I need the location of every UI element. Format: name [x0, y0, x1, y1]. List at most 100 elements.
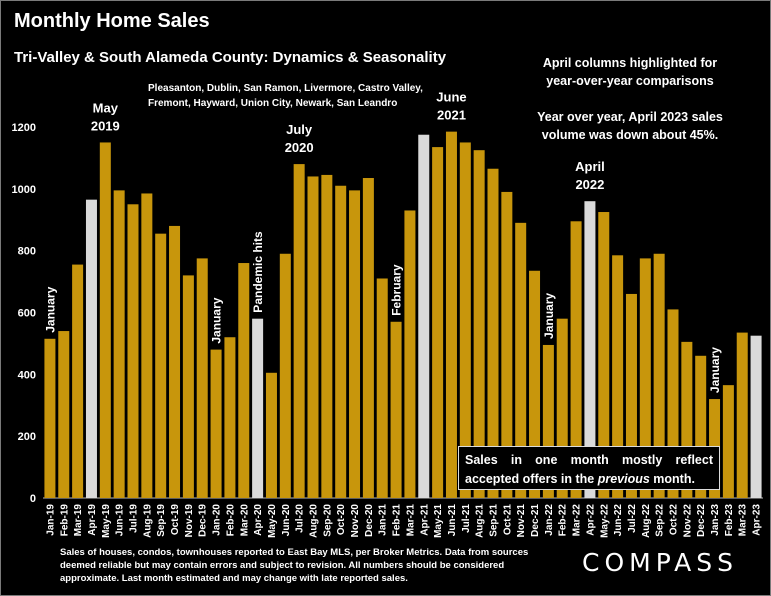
x-tick-label: Jun-19 — [115, 504, 126, 537]
bar — [210, 349, 222, 498]
x-tick-label: Jul-20 — [295, 504, 306, 533]
bar-annotation-vertical: February — [390, 264, 404, 316]
x-tick-label: May-19 — [101, 504, 112, 538]
x-tick-label: Apr-21 — [419, 504, 430, 536]
x-tick-label: Nov-20 — [350, 504, 361, 538]
bar — [639, 258, 651, 498]
bar-highlighted — [418, 134, 430, 498]
bar — [376, 278, 388, 498]
bar-annotation-label: May — [93, 100, 119, 115]
offers-note-text-em: previous — [597, 472, 650, 486]
x-tick-label: Nov-21 — [516, 504, 527, 538]
x-tick-label: May-22 — [599, 504, 610, 538]
chart-title: Monthly Home Sales — [14, 10, 210, 32]
yoy-note: Year over year, April 2023 sales volume … — [520, 108, 740, 144]
compass-logo: COMPASS — [582, 548, 739, 577]
bar — [473, 150, 485, 498]
bar-annotation-label: June — [436, 90, 466, 105]
y-tick-label: 200 — [18, 431, 36, 443]
x-tick-label: Feb-19 — [59, 504, 70, 537]
bar — [432, 147, 444, 499]
bar-highlighted — [252, 318, 264, 498]
y-tick-label: 600 — [18, 308, 36, 320]
x-tick-label: Sep-20 — [322, 504, 333, 537]
bar-highlighted — [85, 199, 97, 498]
bar — [612, 255, 624, 498]
x-tick-label: Apr-20 — [253, 504, 264, 536]
yoy-note-line-1: Year over year, April 2023 sales — [537, 110, 723, 124]
x-tick-label: Sep-22 — [655, 504, 666, 537]
bar-annotation-label: 2019 — [91, 118, 120, 133]
bar — [307, 176, 319, 498]
bar-annotation-label: 2020 — [285, 140, 314, 155]
bar — [515, 222, 527, 498]
y-tick-label: 1000 — [12, 184, 36, 196]
bar — [625, 293, 637, 498]
x-tick-label: Feb-21 — [392, 504, 403, 537]
x-tick-label: May-20 — [267, 504, 278, 538]
bar — [570, 221, 582, 498]
bar — [279, 253, 291, 498]
bar — [293, 164, 305, 498]
cities-line-1: Pleasanton, Dublin, San Ramon, Livermore… — [148, 83, 423, 94]
bar — [265, 372, 277, 498]
cities-line-2: Fremont, Hayward, Union City, Newark, Sa… — [148, 98, 398, 109]
bar — [390, 321, 402, 498]
y-tick-label: 800 — [18, 246, 36, 258]
bar — [501, 191, 513, 499]
bar — [362, 178, 374, 498]
bar-annotation-vertical: January — [542, 293, 556, 339]
bar — [542, 344, 554, 498]
x-tick-label: Oct-20 — [336, 504, 347, 536]
x-tick-label: Jul-21 — [461, 504, 472, 533]
bar-annotation-label: 2022 — [575, 177, 604, 192]
bar — [695, 355, 707, 498]
x-tick-label: Aug-21 — [475, 504, 486, 538]
bar — [196, 258, 208, 498]
chart-subtitle: Tri-Valley & South Alameda County: Dynam… — [14, 49, 447, 66]
bar — [44, 338, 56, 498]
x-tick-label: Aug-22 — [641, 504, 652, 538]
x-tick-label: Mar-20 — [239, 504, 250, 537]
x-tick-label: Feb-22 — [558, 504, 569, 537]
x-tick-label: Nov-22 — [682, 504, 693, 538]
highlight-note-line-1: April columns highlighted for — [542, 56, 718, 70]
bar — [529, 270, 541, 498]
x-tick-label: Dec-19 — [198, 504, 209, 537]
bar — [487, 168, 499, 499]
bar — [598, 212, 610, 499]
bar-annotation-vertical: Pandemic hits — [251, 231, 265, 313]
x-tick-label: Jan-21 — [378, 504, 389, 536]
x-tick-label: Aug-19 — [142, 504, 153, 538]
cities-list: Pleasanton, Dublin, San Ramon, Livermore… — [148, 81, 423, 111]
x-tick-label: Jun-22 — [613, 504, 624, 537]
bar — [681, 341, 693, 498]
bar — [224, 337, 236, 498]
x-tick-label: Jun-20 — [281, 504, 292, 537]
x-tick-label: Dec-22 — [696, 504, 707, 537]
x-tick-label: Dec-21 — [530, 504, 541, 537]
x-tick-label: Aug-20 — [309, 504, 320, 538]
x-tick-label: Mar-23 — [738, 504, 749, 537]
x-tick-label: Sep-21 — [489, 504, 500, 537]
bar — [99, 142, 111, 499]
x-tick-label: Oct-22 — [669, 504, 680, 536]
bar-highlighted — [750, 335, 762, 498]
bar — [722, 385, 734, 498]
bar-annotation-label: April — [575, 159, 605, 174]
x-tick-label: Jul-19 — [129, 504, 140, 533]
bar — [349, 190, 361, 499]
bar — [404, 210, 416, 498]
bar — [58, 331, 70, 498]
x-tick-label: Apr-19 — [87, 504, 98, 536]
source-footnote: Sales of houses, condos, townhouses repo… — [60, 547, 529, 584]
bar-annotation-label: 2021 — [437, 108, 466, 123]
y-tick-label: 1200 — [12, 122, 36, 134]
x-tick-label: Nov-19 — [184, 504, 195, 538]
offers-note-text-post: month. — [649, 472, 695, 486]
bar — [321, 174, 333, 498]
bar — [127, 204, 139, 498]
x-tick-label: May-21 — [433, 504, 444, 538]
bar — [459, 142, 471, 499]
bar — [445, 131, 457, 498]
